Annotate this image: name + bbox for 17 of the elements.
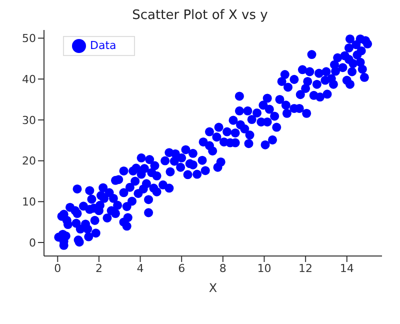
x-tick-label: 12 xyxy=(298,262,313,275)
legend-label: Data xyxy=(90,39,116,52)
x-axis-title: X xyxy=(208,281,218,295)
x-tick-label: 2 xyxy=(95,262,102,275)
y-tick-label: 40 xyxy=(22,72,36,86)
y-tick-label: 30 xyxy=(22,114,36,127)
x-tick-label: 6 xyxy=(178,262,186,275)
x-tick-label: 4 xyxy=(136,262,144,275)
y-tick-label: 50 xyxy=(22,32,36,46)
y-tick-label: 0 xyxy=(29,236,36,250)
x-tick-label: 0 xyxy=(54,262,62,275)
y-tick-label: 20 xyxy=(22,154,36,168)
x-tick-label: 8 xyxy=(219,262,226,275)
x-tick-label: 14 xyxy=(340,262,354,275)
chart-title: Scatter Plot of X vs y xyxy=(131,8,269,25)
x-tick-label: 10 xyxy=(257,262,272,275)
y-tick-label: 10 xyxy=(22,196,36,209)
